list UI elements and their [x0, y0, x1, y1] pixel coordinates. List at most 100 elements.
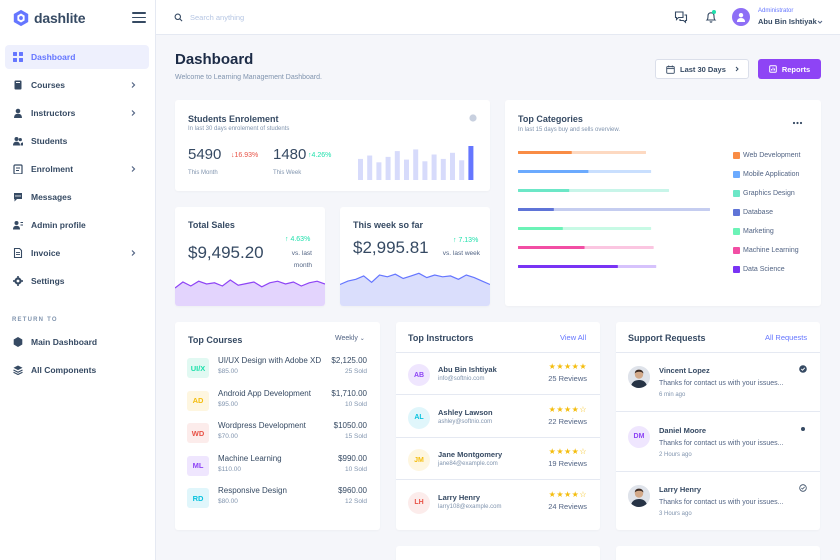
avatar — [628, 366, 650, 388]
course-badge: WD — [187, 423, 209, 443]
sidebar-item-dashboard[interactable]: Dashboard — [5, 45, 149, 69]
course-row[interactable]: UI/X UI/UX Design with Adobe XD $85.00 $2,1… — [187, 356, 367, 380]
course-row[interactable]: RD Responsive Design $80.00 $960.00 12 Sold — [187, 486, 367, 510]
course-total: $1050.00 — [333, 421, 367, 430]
enrolment-bar — [450, 152, 455, 180]
requester-name: Larry Henry — [659, 485, 702, 494]
sidebar-item-main-dashboard[interactable]: Main Dashboard — [5, 330, 149, 354]
instructor-row[interactable]: LH Larry Henry larry108@example.com ★★★★☆ 24… — [396, 481, 600, 523]
sidebar-item-label: Courses — [31, 80, 66, 90]
more-options-icon[interactable] — [792, 118, 803, 128]
total-sales-value: $9,495.20 — [188, 243, 264, 262]
chat-icon — [13, 192, 23, 202]
legend-swatch — [733, 171, 740, 178]
search-input[interactable] — [190, 11, 330, 24]
legend-label: Machine Learning — [743, 247, 799, 254]
chevron-right-icon — [131, 110, 136, 116]
legend-item: Machine Learning — [733, 247, 799, 254]
review-count: 22 Reviews — [548, 416, 587, 426]
user-icon — [13, 108, 23, 118]
sidebar-item-all-components[interactable]: All Components — [5, 358, 149, 382]
reports-label: Reports — [781, 64, 811, 74]
course-sold: 15 Sold — [344, 433, 367, 440]
instructor-row[interactable]: AL Ashley Lawson ashley@softnio.com ★★★★☆ 22… — [396, 396, 600, 438]
support-request-row[interactable]: DM Daniel Moore Thanks for contact us with… — [616, 413, 820, 472]
sidebar-item-courses[interactable]: Courses — [5, 73, 149, 97]
card-title: This week so far — [353, 220, 424, 230]
request-message: Thanks for contact us with your issues..… — [659, 499, 784, 506]
course-price: $110.00 — [218, 465, 242, 473]
dashboard-icon — [13, 52, 23, 62]
week-change-value: 4.26% — [311, 152, 332, 159]
user-role: Administrator — [758, 8, 794, 14]
sidebar-item-messages[interactable]: Messages — [5, 185, 149, 209]
sidebar-item-label: Instructors — [31, 108, 76, 118]
legend-item: Graphics Design — [733, 190, 795, 197]
week-value: 1480 — [273, 146, 307, 163]
card-title: Total Sales — [188, 220, 235, 230]
legend-swatch — [733, 247, 740, 254]
course-badge: AD — [187, 390, 209, 411]
course-total: $1,710.00 — [331, 388, 367, 398]
user-avatar[interactable] — [732, 8, 750, 26]
view-all-link[interactable]: View All — [560, 333, 587, 342]
sparkline-line — [340, 272, 490, 286]
enrolment-bar — [358, 158, 363, 180]
arrow-down-icon: ↓ — [231, 152, 235, 159]
support-request-row[interactable]: Vincent Lopez Thanks for contact us with … — [616, 353, 820, 412]
month-change: ↓16.93% — [231, 152, 258, 159]
requester-name: Vincent Lopez — [659, 366, 710, 375]
sidebar-item-admin-profile[interactable]: Admin profile — [5, 213, 149, 237]
course-row[interactable]: ML Machine Learning $110.00 $990.00 10 Sold — [187, 454, 367, 478]
user-name[interactable]: Abu Bin Ishtiyak — [758, 17, 817, 26]
instructor-row[interactable]: AB Abu Bin Ishtiyak info@softnio.com ★★★★★ 2… — [396, 353, 600, 395]
legend-swatch — [733, 266, 740, 273]
instructor-name: Ashley Lawson — [438, 407, 493, 417]
enrolment-bar — [376, 162, 382, 180]
sidebar-item-settings[interactable]: Settings — [5, 269, 149, 293]
reports-button[interactable]: Reports — [758, 59, 821, 79]
total-sales-card — [175, 207, 325, 306]
sidebar-item-invoice[interactable]: Invoice — [5, 241, 149, 265]
chevron-down-icon[interactable] — [817, 19, 823, 25]
course-row[interactable]: AD Android App Development $95.00 $1,710.00… — [187, 389, 367, 413]
enrolment-bar — [440, 158, 446, 180]
topbar: Administrator Abu Bin Ishtiyak — [156, 0, 840, 35]
menu-toggle-icon[interactable] — [132, 12, 146, 23]
clipboard-icon — [13, 164, 23, 174]
bell-icon[interactable] — [704, 10, 718, 24]
legend-label: Database — [743, 209, 773, 216]
info-icon[interactable] — [469, 114, 477, 122]
sidebar-item-students[interactable]: Students — [5, 129, 149, 153]
divider — [616, 352, 820, 353]
instructor-name: Larry Henry — [438, 492, 481, 502]
all-requests-link[interactable]: All Requests — [765, 333, 808, 342]
category-bar — [518, 189, 570, 192]
chat-bubbles-icon[interactable] — [674, 10, 688, 24]
brand-logo[interactable]: dashlite — [12, 8, 86, 28]
file-icon — [13, 248, 23, 258]
sidebar-item-label: Dashboard — [31, 52, 76, 62]
hexagon-icon — [13, 337, 23, 347]
partial-card — [396, 546, 600, 560]
weekly-dropdown[interactable]: Weekly ⌄ — [335, 335, 365, 342]
sidebar-item-instructors[interactable]: Instructors — [5, 101, 149, 125]
request-time: 3 Hours ago — [659, 511, 692, 517]
user-icon — [737, 13, 745, 22]
request-message: Thanks for contact us with your issues..… — [659, 439, 784, 447]
date-range-button[interactable]: Last 30 Days — [655, 59, 749, 79]
legend-swatch — [733, 152, 740, 159]
enrolment-bar — [394, 151, 400, 180]
support-request-row[interactable]: Larry Henry Thanks for contact us with yo… — [616, 472, 820, 531]
course-price: $70.00 — [218, 433, 238, 440]
avatar: DM — [628, 425, 650, 448]
sidebar-item-label: Messages — [31, 192, 72, 202]
legend-swatch — [733, 209, 740, 216]
instructor-row[interactable]: JM Jane Montgomery jane84@example.com ★★★★☆… — [396, 438, 600, 480]
support-requests-card — [616, 322, 820, 530]
sidebar-item-enrolment[interactable]: Enrolment — [5, 157, 149, 181]
course-row[interactable]: WD Wordpress Development $70.00 $1050.00 15 … — [187, 421, 367, 445]
category-bar — [518, 151, 572, 154]
total-sales-sparkline — [175, 279, 325, 306]
avatar: JM — [408, 449, 430, 471]
